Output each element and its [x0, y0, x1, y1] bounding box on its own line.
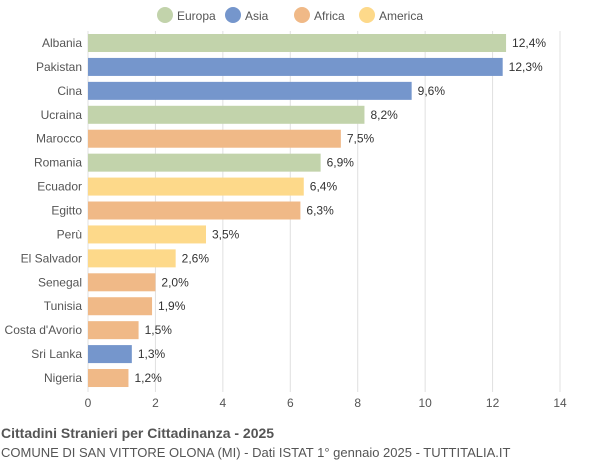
category-label: Marocco [36, 132, 82, 146]
bar [88, 273, 156, 292]
bar [88, 81, 412, 100]
bar [88, 105, 365, 124]
chart-title: Cittadini Stranieri per Cittadinanza - 2… [1, 425, 275, 441]
category-label: El Salvador [21, 251, 82, 265]
category-label: Perù [57, 227, 82, 241]
data-label: 9,6% [418, 84, 446, 98]
bar [88, 321, 139, 340]
legend-marker [359, 7, 375, 23]
legend-label: Africa [314, 9, 345, 23]
x-tick-label: 4 [220, 396, 227, 410]
category-label: Nigeria [44, 371, 82, 385]
bar [88, 153, 321, 172]
x-tick-label: 8 [354, 396, 361, 410]
category-label: Senegal [38, 275, 82, 289]
data-label: 1,2% [134, 371, 162, 385]
chart-subtitle: COMUNE DI SAN VITTORE OLONA (MI) - Dati … [1, 445, 511, 460]
legend-label: America [379, 9, 423, 23]
x-tick-label: 14 [553, 396, 567, 410]
x-tick-label: 2 [152, 396, 159, 410]
x-tick-label: 10 [418, 396, 432, 410]
legend-label: Asia [245, 9, 269, 23]
bar [88, 201, 301, 220]
data-label: 1,9% [158, 299, 186, 313]
category-label: Pakistan [36, 60, 82, 74]
legend-marker [157, 7, 173, 23]
bar [88, 249, 176, 268]
category-label: Cina [57, 84, 82, 98]
bar [88, 369, 129, 388]
bar [88, 129, 341, 148]
category-label: Ucraina [41, 108, 83, 122]
bar [88, 177, 304, 196]
bar [88, 225, 206, 244]
category-label: Egitto [51, 204, 82, 218]
legend-marker [225, 7, 241, 23]
data-label: 2,0% [161, 275, 189, 289]
data-label: 1,5% [145, 323, 173, 337]
category-label: Albania [42, 36, 82, 50]
data-label: 12,3% [509, 60, 543, 74]
bar [88, 34, 507, 52]
data-label: 12,4% [512, 36, 546, 50]
data-label: 6,9% [327, 156, 355, 170]
data-label: 8,2% [370, 108, 398, 122]
bar [88, 57, 503, 76]
legend-label: Europa [177, 9, 216, 23]
category-label: Ecuador [37, 180, 82, 194]
bar [88, 345, 132, 364]
bar [88, 297, 153, 316]
category-label: Costa d'Avorio [5, 323, 83, 337]
data-label: 1,3% [138, 347, 166, 361]
data-label: 3,5% [212, 227, 240, 241]
legend-marker [294, 7, 310, 23]
data-label: 2,6% [182, 251, 210, 265]
category-label: Sri Lanka [31, 347, 82, 361]
data-label: 7,5% [347, 132, 375, 146]
data-label: 6,3% [306, 204, 334, 218]
x-tick-label: 12 [486, 396, 500, 410]
x-tick-label: 6 [287, 396, 294, 410]
data-label: 6,4% [310, 180, 338, 194]
category-label: Tunisia [44, 299, 83, 313]
category-label: Romania [34, 156, 82, 170]
x-tick-label: 0 [85, 396, 92, 410]
